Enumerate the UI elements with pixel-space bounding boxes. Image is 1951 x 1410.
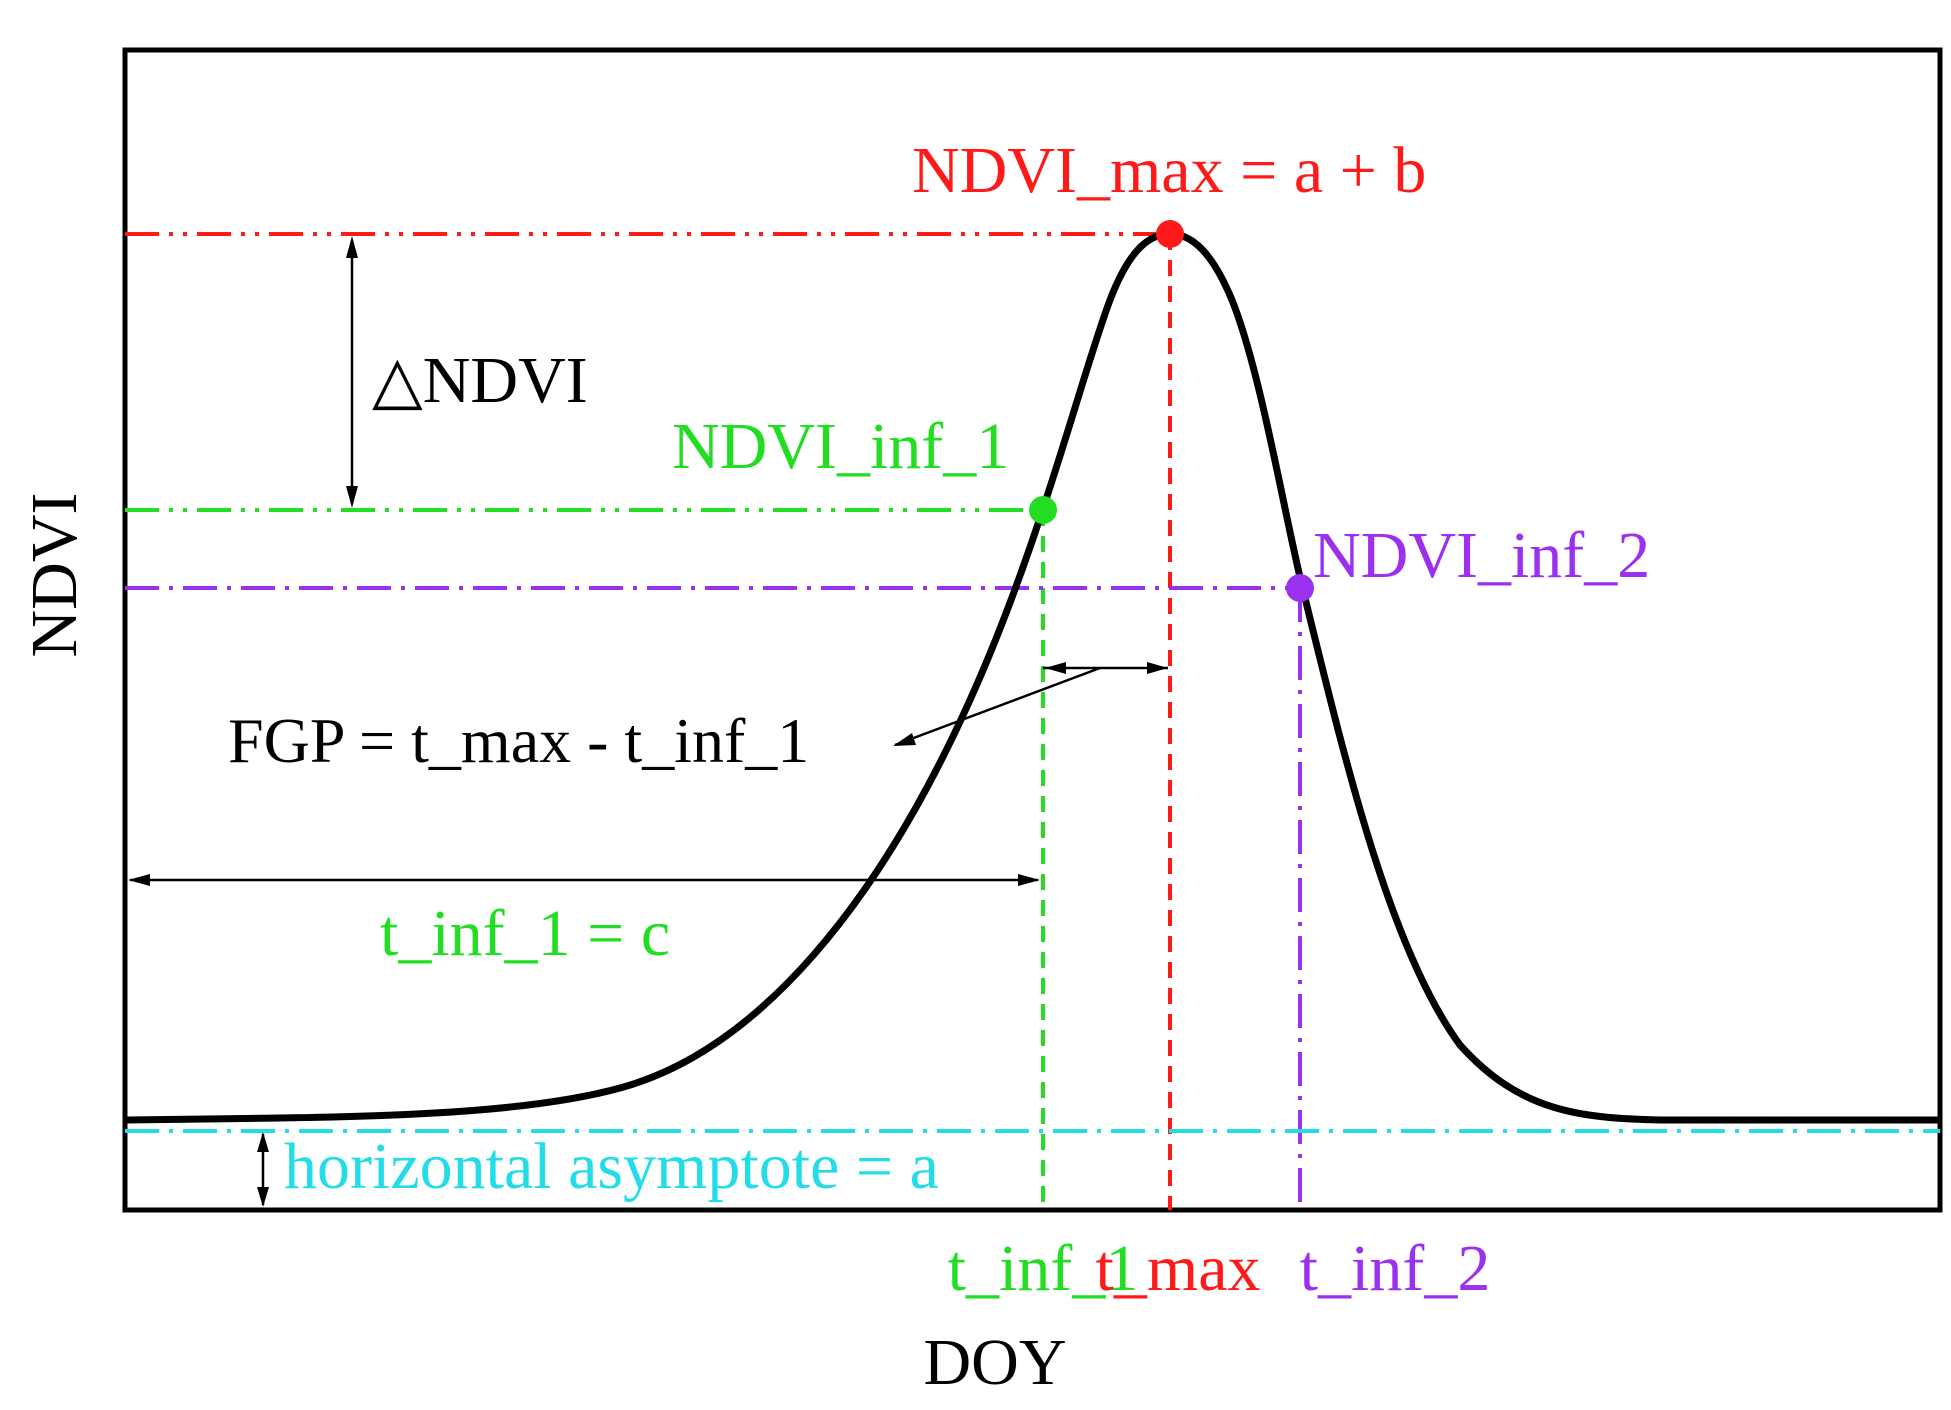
ndvi-curve (124, 230, 1940, 1124)
asymptote-arrow (257, 1132, 269, 1207)
x-axis-label: DOY (924, 1326, 1067, 1399)
delta-ndvi-label: △NDVI (372, 344, 588, 417)
fgp-arrow (893, 662, 1168, 747)
ndvi-inf-2-point (1286, 574, 1314, 602)
ndvi-max-point (1156, 220, 1184, 248)
y-axis-label: NDVI (18, 493, 91, 658)
fgp-label: FGP = t_max - t_inf_1 (228, 705, 809, 776)
delta-ndvi-arrow (346, 236, 358, 508)
plot-frame (122, 47, 1943, 1213)
ndvi-inf-2-label: NDVI_inf_2 (1313, 519, 1650, 592)
asymptote-label: horizontal asymptote = a (284, 1130, 939, 1203)
ndvi-max-label: NDVI_max = a + b (912, 134, 1426, 207)
t-inf-1-equation-label: t_inf_1 = c (380, 897, 670, 970)
tick-label-t-inf-2: t_inf_2 (1300, 1232, 1491, 1305)
ndvi-inf-1-point (1029, 496, 1057, 524)
ndvi-inf-1-label: NDVI_inf_1 (672, 410, 1009, 483)
t-inf-1-arrow (128, 874, 1040, 886)
tick-label-t-max: t_max (1096, 1232, 1261, 1305)
tick-label-t-inf-1: t_inf_1 (948, 1232, 1139, 1305)
